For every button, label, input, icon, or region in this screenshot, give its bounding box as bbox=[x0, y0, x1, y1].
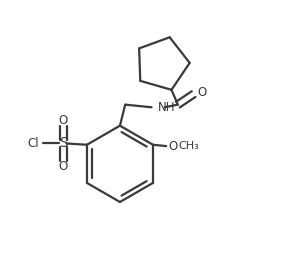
Text: NH: NH bbox=[158, 101, 176, 114]
Text: Cl: Cl bbox=[27, 137, 39, 150]
Text: O: O bbox=[168, 140, 177, 153]
Text: S: S bbox=[59, 136, 68, 150]
Text: O: O bbox=[59, 114, 68, 127]
Text: O: O bbox=[198, 86, 207, 99]
Text: O: O bbox=[59, 160, 68, 173]
Text: CH₃: CH₃ bbox=[178, 141, 199, 151]
